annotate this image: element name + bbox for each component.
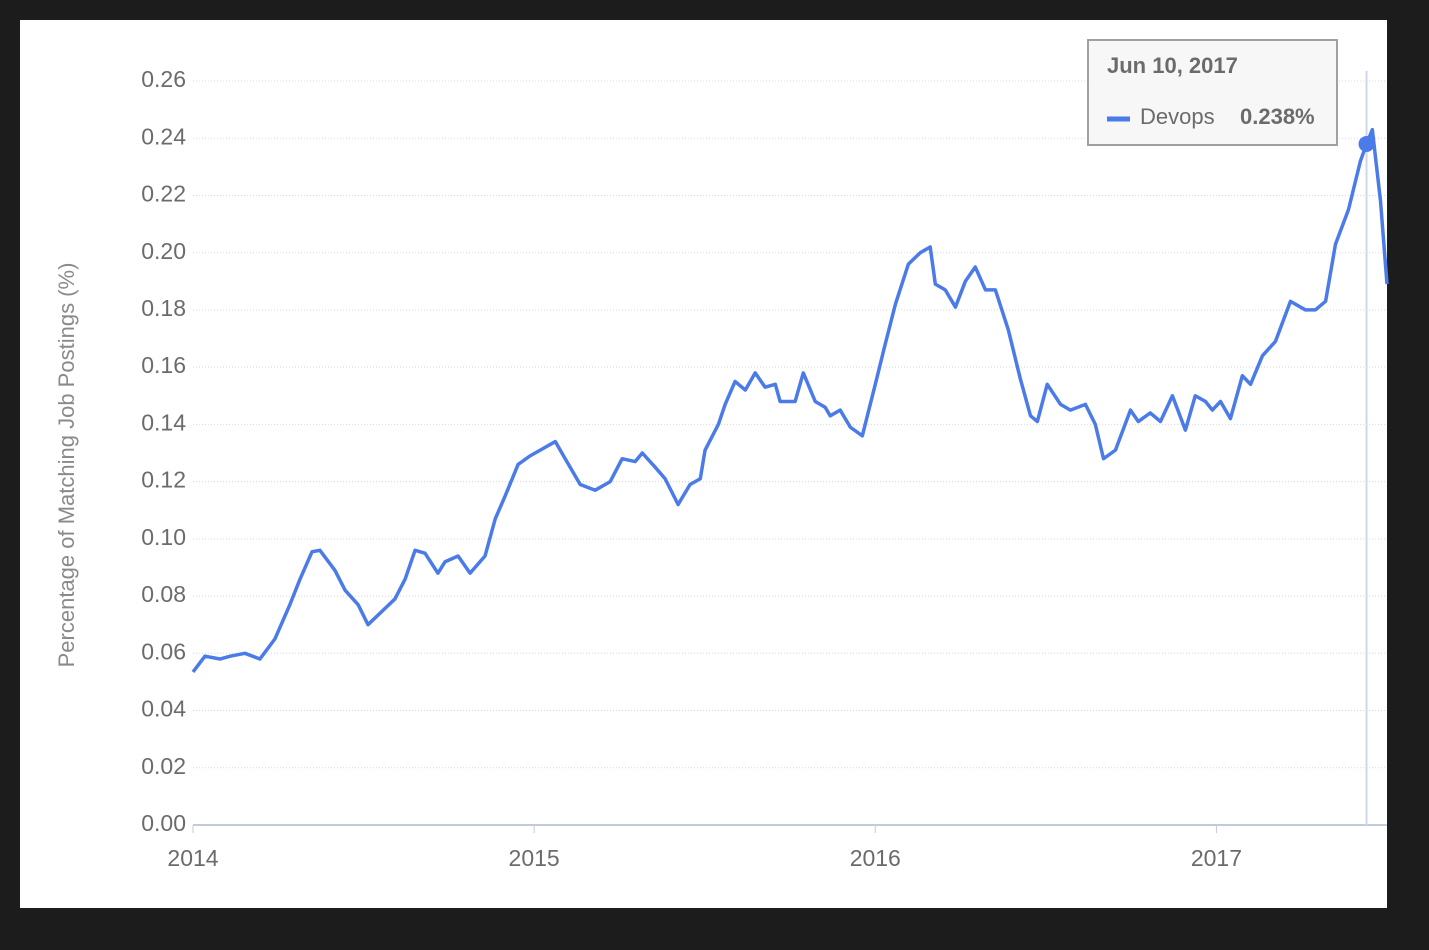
tooltip-series: Devops [1140, 104, 1215, 129]
y-tick-label: 0.18 [141, 295, 186, 321]
hover-point [1358, 135, 1375, 152]
y-axis-title: Percentage of Matching Job Postings (%) [54, 263, 79, 668]
y-tick-label: 0.10 [141, 524, 186, 550]
y-tick-label: 0.24 [141, 123, 186, 149]
y-tick-label: 0.22 [141, 181, 186, 207]
y-tick-label: 0.20 [141, 238, 186, 264]
x-tick-label: 2016 [850, 845, 901, 871]
grid: 0.00 0.02 0.04 0.06 0.08 0.10 0.12 0.14 0.16 0.18… [141, 66, 1387, 871]
y-tick-label: 0.26 [141, 66, 186, 92]
x-tick-label: 2014 [167, 845, 218, 871]
y-tick-label: 0.04 [141, 696, 186, 722]
y-tick-label: 0.06 [141, 638, 186, 664]
y-tick-label: 0.02 [141, 753, 186, 779]
y-tick-label: 0.16 [141, 352, 186, 378]
line [191, 127, 1389, 673]
tooltip-value: 0.238% [1240, 104, 1315, 129]
x-tick-label: 2017 [1191, 845, 1242, 871]
x-tick-label: 2015 [509, 845, 560, 871]
plot [191, 71, 1389, 825]
tooltip-title: Jun 10, 2017 [1107, 53, 1238, 78]
y-tick-label: 0.14 [141, 409, 186, 435]
y-tick-label: 0.12 [141, 467, 186, 493]
y-tick-label: 0.08 [141, 581, 186, 607]
tooltip: Jun 10, 2017 Devops 0.238% [1087, 39, 1338, 146]
y-tick-label: 0.00 [141, 810, 186, 836]
tooltip-box [1087, 39, 1338, 146]
